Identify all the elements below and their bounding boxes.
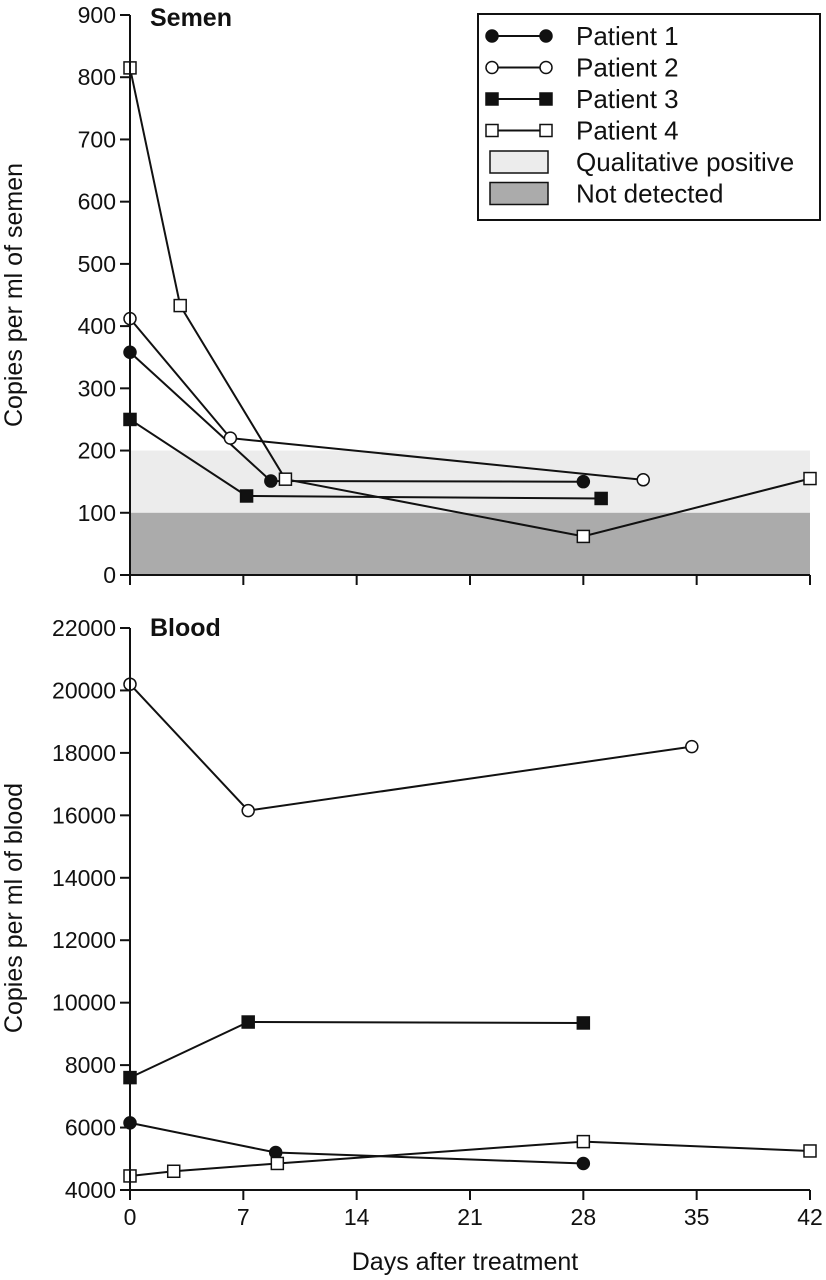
blood-patient-4-point (803, 1144, 817, 1158)
blood-panel: 4000 6000 8000 10000 12000 14000 16000 18000 200… (0, 614, 823, 1276)
blood-y-tick-label: 18000 (52, 740, 116, 766)
semen-y-tick-label: 400 (78, 313, 116, 339)
semen-series (123, 61, 817, 544)
legend-patient-3-label: Patient 3 (576, 84, 679, 114)
semen-y-tick-label: 600 (78, 189, 116, 215)
blood-x-tick-label: 21 (457, 1204, 483, 1230)
legend-qualitative-positive-swatch (489, 150, 549, 174)
blood-y-tick-label: 4000 (65, 1177, 116, 1203)
semen-patient-1-point (576, 474, 591, 489)
blood-y-tick-label: 16000 (52, 802, 116, 828)
blood-x-tick-label: 0 (124, 1204, 137, 1230)
legend-patient-1-marker (485, 29, 499, 43)
blood-patient-3-point (241, 1015, 255, 1029)
semen-y-tick-label: 200 (78, 438, 116, 464)
semen-patient-3-point (239, 489, 254, 503)
blood-patient-4-point (576, 1134, 591, 1149)
semen-y-tick-label: 900 (78, 2, 116, 28)
legend-patient-3-marker (539, 92, 553, 106)
legend-patient-3-marker (485, 92, 499, 106)
semen-y-tick-label: 700 (78, 126, 116, 152)
blood-patient-3-line (129, 1020, 584, 1079)
blood-y-tick-label: 8000 (65, 1052, 116, 1078)
semen-patient-3-point (594, 491, 608, 506)
semen-panel-title: Semen (150, 4, 232, 32)
blood-x-tick-label: 14 (344, 1204, 370, 1230)
blood-y-tick-label: 6000 (65, 1115, 116, 1141)
blood-y-axis-label: Copies per ml of blood (0, 783, 28, 1033)
legend-patient-4-marker (539, 123, 553, 138)
blood-y-tick-label: 14000 (52, 865, 116, 891)
semen-patient-4-point (278, 472, 293, 486)
blood-y-tick-label: 20000 (52, 677, 116, 703)
semen-y-tick-label: 300 (78, 375, 116, 401)
semen-y-tick-label: 500 (78, 251, 116, 277)
legend-qualitative-positive-label: Qualitative positive (576, 147, 794, 177)
semen-y-tick-label: 100 (78, 500, 116, 526)
blood-x-tick-label: 42 (797, 1204, 823, 1230)
blood-patient-2-point (241, 803, 255, 818)
blood-y-tick-label: 22000 (52, 615, 116, 641)
legend-patient-2-label: Patient 2 (576, 53, 679, 83)
legend-patient-1-label: Patient 1 (576, 21, 679, 51)
blood-x-tick-label: 28 (571, 1204, 597, 1230)
semen-patient-1-point (264, 474, 278, 488)
legend-patient-2-marker (539, 60, 553, 75)
blood-y-tick-label: 12000 (52, 927, 116, 953)
semen-y-tick-label: 800 (78, 64, 116, 90)
semen-patient-4-point (173, 298, 187, 313)
legend-patient-2-marker (485, 60, 499, 75)
semen-y-tick-label: 0 (103, 562, 116, 588)
blood-series (123, 677, 817, 1183)
blood-panel-title: Blood (150, 614, 221, 642)
semen-panel: 0 100 200 300 400 500 600 700 800 900 Semen Copie… (0, 2, 817, 588)
semen-patient-4-point (803, 471, 817, 486)
blood-x-tick-label: 7 (237, 1204, 250, 1230)
blood-patient-2-line (129, 683, 692, 812)
blood-y-tick-label: 10000 (52, 990, 116, 1016)
semen-y-axis-label: Copies per ml of semen (0, 163, 28, 427)
legend-not-detected-label: Not detected (576, 179, 723, 209)
x-axis-label: Days after treatment (352, 1248, 579, 1276)
semen-patient-4-point (576, 529, 591, 544)
blood-patient-3-point (576, 1016, 591, 1030)
legend-patient-4-label: Patient 4 (576, 116, 679, 146)
legend-not-detected-swatch (489, 181, 549, 206)
semen-patient-2-point (636, 473, 650, 487)
legend-patient-4-marker (485, 123, 499, 138)
semen-bands (130, 450, 810, 575)
semen-axes: 0 100 200 300 400 500 600 700 800 900 (78, 2, 811, 588)
band-not-detected (130, 512, 810, 575)
blood-patient-1-point (576, 1156, 591, 1171)
blood-x-tick-label: 35 (684, 1204, 710, 1230)
legend-patient-1-marker (539, 29, 553, 43)
blood-axes: 4000 6000 8000 10000 12000 14000 16000 18000 200… (52, 615, 823, 1230)
blood-patient-2-point (685, 739, 699, 754)
blood-patient-4-point (270, 1156, 285, 1171)
semen-patient-2-point (223, 431, 238, 445)
blood-patient-4-point (166, 1164, 181, 1179)
